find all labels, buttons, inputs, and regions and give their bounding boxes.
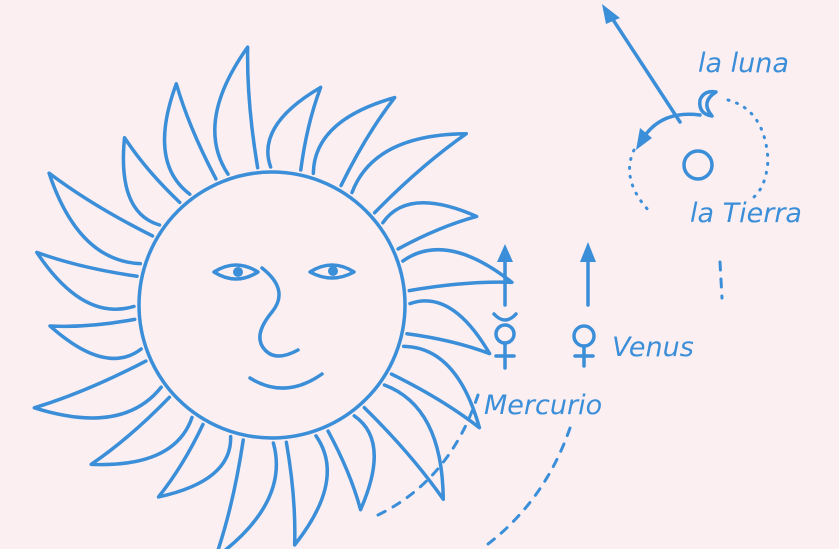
venus-label: Venus — [612, 332, 694, 363]
mercury-label: Mercurio — [484, 390, 602, 421]
diagram: la luna la Tierra Venus Mercurio — [0, 0, 839, 549]
moon-label: la luna — [698, 48, 789, 79]
earth-label: la Tierra — [690, 198, 802, 229]
